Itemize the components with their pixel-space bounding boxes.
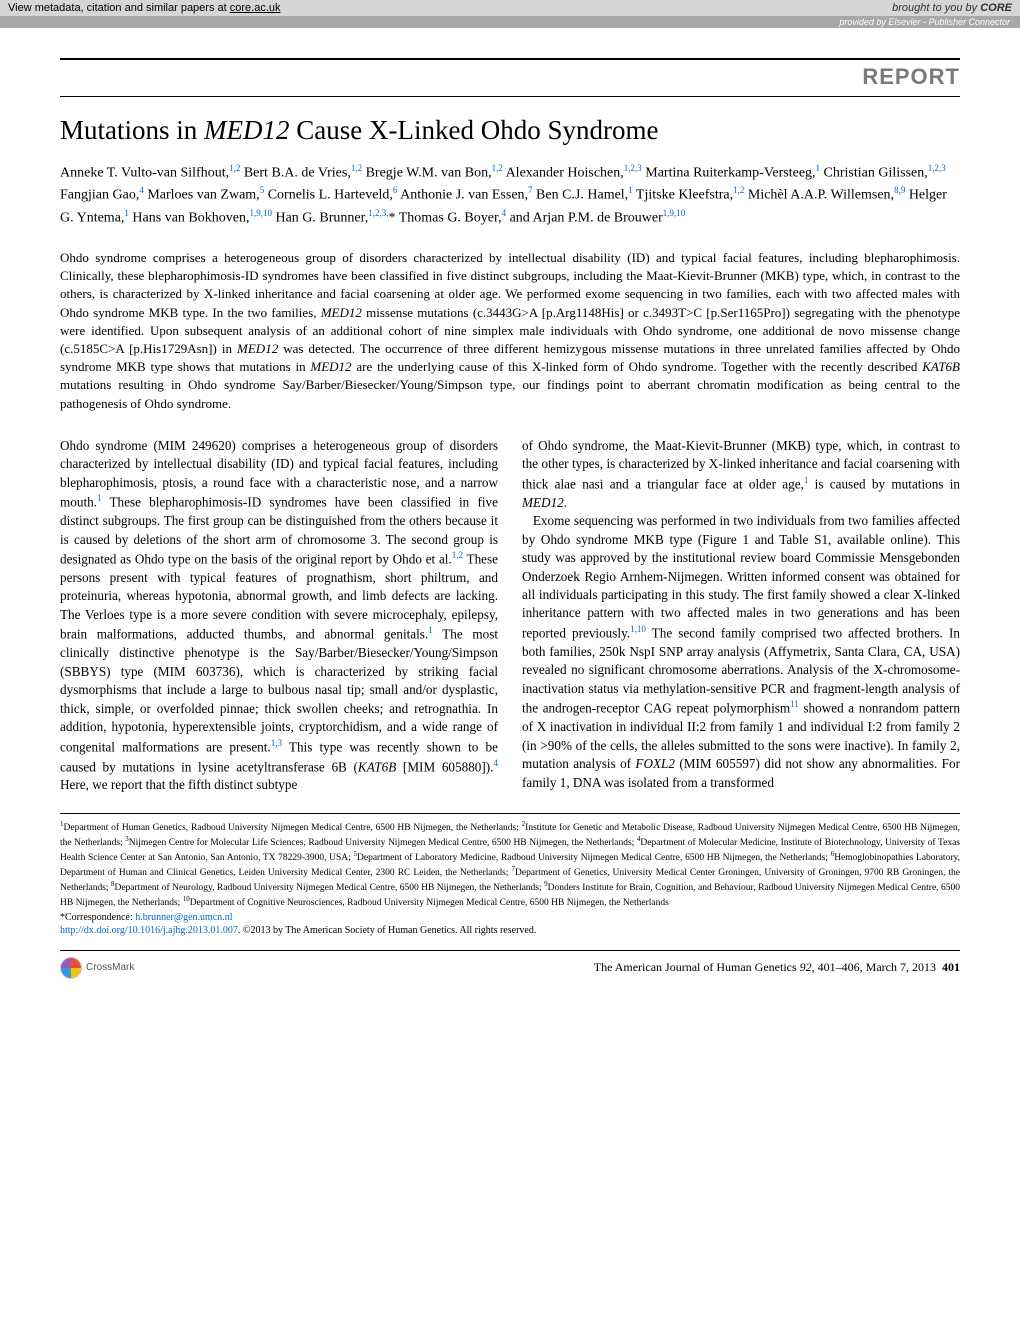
page-content: REPORT Mutations in MED12 Cause X-Linked… <box>0 28 1020 999</box>
body-para-2: of Ohdo syndrome, the Maat-Kievit-Brunne… <box>522 437 960 792</box>
journal-volume: 92 <box>800 960 812 974</box>
page-footer: CrossMark The American Journal of Human … <box>60 951 960 979</box>
provided-by-bar: provided by Elsevier - Publisher Connect… <box>0 16 1020 28</box>
affiliations: 1Department of Human Genetics, Radboud U… <box>60 820 960 910</box>
page-number: 401 <box>942 960 960 974</box>
core-link[interactable]: core.ac.uk <box>230 2 281 14</box>
doi-link[interactable]: http://dx.doi.org/10.1016/j.ajhg.2013.01… <box>60 925 238 936</box>
correspondence: *Correspondence: h.brunner@gen.umcn.nl <box>60 912 960 923</box>
journal-pages: , 401–406, March 7, 2013 <box>812 960 936 974</box>
title-post: Cause X-Linked Ohdo Syndrome <box>290 115 659 145</box>
repository-top-bar: View metadata, citation and similar pape… <box>0 0 1020 16</box>
title-gene: MED12 <box>204 115 289 145</box>
crossmark-icon <box>60 957 82 979</box>
body-text: Ohdo syndrome (MIM 249620) comprises a h… <box>60 437 960 795</box>
body-para-1: Ohdo syndrome (MIM 249620) comprises a h… <box>60 437 498 795</box>
doi-suffix: . ©2013 by The American Society of Human… <box>238 925 536 936</box>
crossmark-label: CrossMark <box>86 962 134 973</box>
report-label: REPORT <box>60 64 960 90</box>
affil-rule <box>60 813 960 814</box>
core-logo: CORE <box>980 2 1012 14</box>
author-list: Anneke T. Vulto-van Silfhout,1,2 Bert B.… <box>60 162 960 229</box>
correspondence-label: *Correspondence: <box>60 912 135 923</box>
title-pre: Mutations in <box>60 115 204 145</box>
doi-line: http://dx.doi.org/10.1016/j.ajhg.2013.01… <box>60 925 960 936</box>
top-rule <box>60 58 960 60</box>
article-title: Mutations in MED12 Cause X-Linked Ohdo S… <box>60 115 960 146</box>
core-left-text: View metadata, citation and similar pape… <box>8 2 230 14</box>
core-right: brought to you by CORE <box>892 2 1012 14</box>
crossmark-badge[interactable]: CrossMark <box>60 957 134 979</box>
journal-name: The American Journal of Human Genetics <box>594 960 800 974</box>
journal-citation: The American Journal of Human Genetics 9… <box>594 960 960 975</box>
correspondence-email[interactable]: h.brunner@gen.umcn.nl <box>135 912 232 923</box>
thin-rule <box>60 96 960 97</box>
abstract: Ohdo syndrome comprises a heterogeneous … <box>60 249 960 413</box>
core-brought-by: brought to you by <box>892 2 980 14</box>
core-left: View metadata, citation and similar pape… <box>8 2 281 14</box>
